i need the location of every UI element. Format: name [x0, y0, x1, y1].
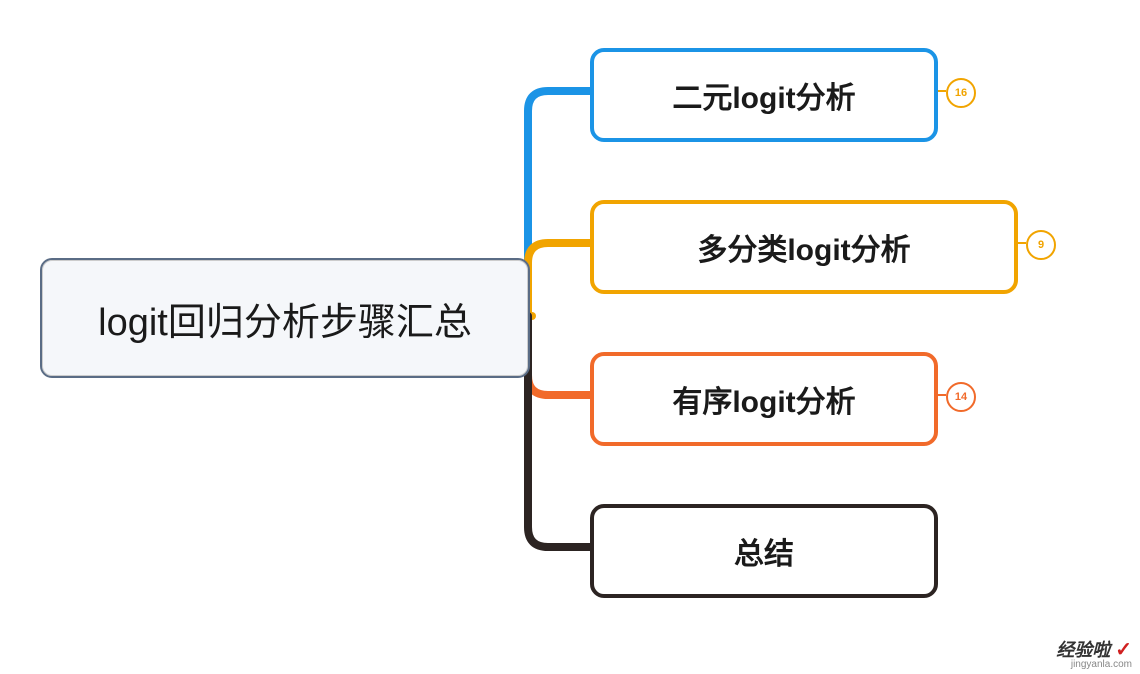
child-badge-1[interactable]: 9 [1026, 230, 1056, 260]
root-node[interactable]: logit回归分析步骤汇总 [40, 258, 530, 378]
child-label-1: 多分类logit分析 [697, 225, 910, 269]
watermark-text: 经验啦 [1056, 640, 1110, 660]
child-node-2[interactable]: 有序logit分析 [590, 352, 938, 446]
child-badge-2[interactable]: 14 [946, 382, 976, 412]
child-node-0[interactable]: 二元logit分析 [590, 48, 938, 142]
watermark-url: jingyanla.com [1056, 660, 1132, 670]
mindmap-canvas: { "root": { "label": "logit回归分析步骤汇总", "x… [0, 0, 1140, 674]
child-label-0: 二元logit分析 [672, 73, 855, 117]
child-label-2: 有序logit分析 [672, 377, 855, 421]
root-label: logit回归分析步骤汇总 [98, 291, 472, 346]
watermark: 经验啦 ✓ jingyanla.com [1056, 640, 1132, 670]
child-node-3[interactable]: 总结 [590, 504, 938, 598]
child-node-1[interactable]: 多分类logit分析 [590, 200, 1018, 294]
watermark-check-icon: ✓ [1115, 639, 1132, 661]
child-badge-0[interactable]: 16 [946, 78, 976, 108]
child-label-3: 总结 [734, 529, 794, 573]
